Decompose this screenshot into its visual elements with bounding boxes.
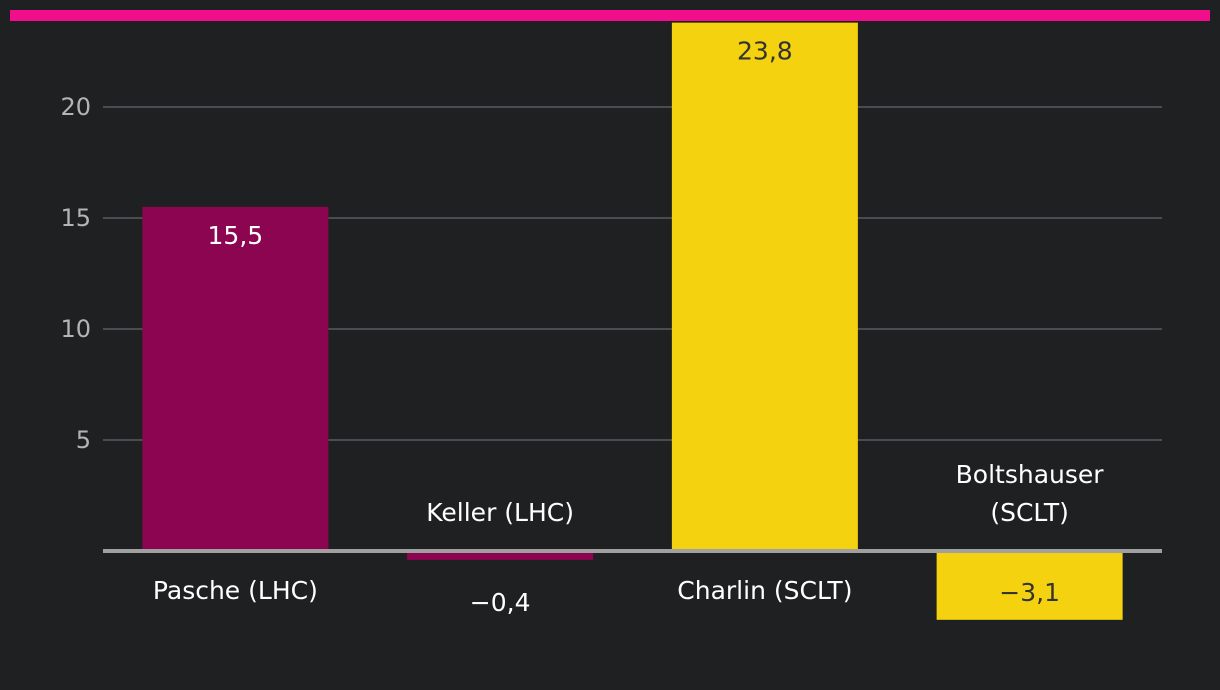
bar (936, 551, 1123, 620)
data-label: −3,1 (999, 578, 1060, 607)
data-label: 15,5 (208, 221, 264, 250)
x-tick-label-line: Boltshauser (956, 460, 1105, 489)
data-label: −0,4 (470, 588, 531, 617)
y-tick-label: 20 (60, 93, 91, 121)
x-tick-label: Keller (LHC) (426, 498, 574, 527)
x-tick-label-line: Keller (LHC) (426, 498, 574, 527)
accent-bar (10, 10, 1210, 21)
x-tick-label: Boltshauser (SCLT) (956, 460, 1105, 527)
bar (671, 22, 858, 551)
y-tick-label: 5 (76, 426, 91, 454)
x-tick-label: Pasche (LHC) (153, 576, 318, 605)
x-tick-label-line: Charlin (SCLT) (677, 576, 852, 605)
bar (407, 551, 594, 560)
y-tick-label: 15 (60, 204, 91, 232)
bar (142, 206, 329, 551)
y-tick-label: 10 (60, 315, 91, 343)
x-tick-label-line: (SCLT) (990, 498, 1069, 527)
data-label: 23,8 (737, 37, 793, 66)
x-tick-label: Charlin (SCLT) (677, 576, 852, 605)
x-tick-label-line: Pasche (LHC) (153, 576, 318, 605)
